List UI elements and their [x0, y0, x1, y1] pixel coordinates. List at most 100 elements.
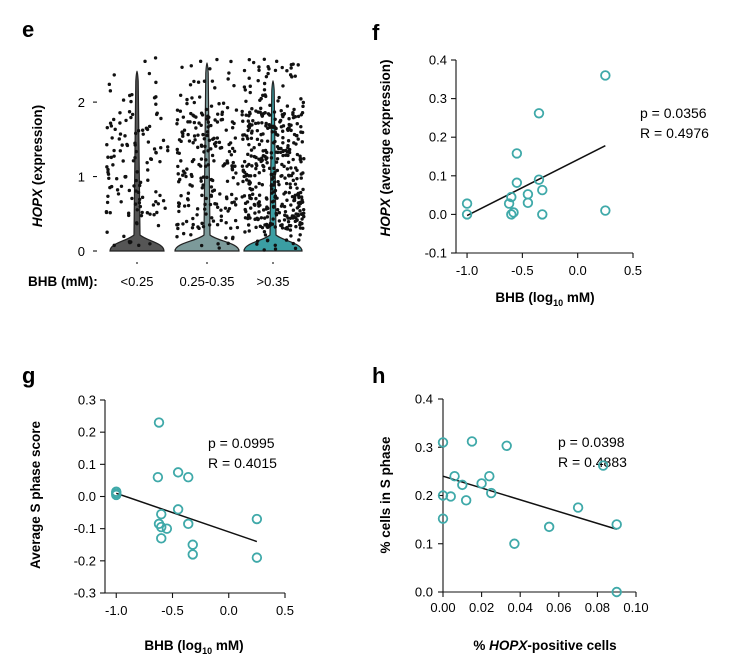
e-cell-point: [236, 182, 240, 186]
e-cell-point: [272, 180, 277, 184]
e-cell-point: [259, 216, 264, 220]
e-cell-point: [146, 140, 151, 144]
g-x-tick-label: 0.0: [220, 603, 238, 618]
h-data-point: [460, 495, 472, 506]
e-cell-point: [254, 185, 258, 189]
e-cell-point: [298, 209, 302, 213]
e-cell-point: [290, 75, 294, 79]
e-xprefix: BHB (mM):: [28, 274, 98, 289]
e-cell-point: [282, 112, 287, 116]
e-cell-point: [230, 126, 235, 130]
e-cell-point: [199, 157, 204, 161]
e-cell-point: [259, 112, 264, 117]
e-cell-point: [133, 131, 138, 136]
e-cell-point: [276, 179, 280, 184]
g-x-tick-label: -1.0: [105, 603, 127, 618]
e-cell-point: [128, 240, 132, 245]
e-cell-point: [293, 219, 298, 224]
e-cell-point: [221, 101, 226, 105]
e-y-tick-label: 2: [78, 95, 85, 110]
e-cell-point: [252, 146, 256, 150]
e-cell-point: [206, 125, 210, 129]
e-cell-point: [109, 184, 114, 189]
e-cell-point: [276, 99, 280, 103]
e-cell-point: [209, 123, 213, 128]
e-cell-point: [270, 191, 274, 195]
e-cell-point: [283, 176, 287, 180]
e-cell-point: [260, 139, 264, 143]
e-cell-point: [254, 109, 258, 113]
e-cell-point: [302, 157, 306, 161]
e-cell-point: [219, 118, 223, 122]
e-cell-point: [269, 151, 274, 155]
e-cell-point: [159, 116, 163, 121]
e-cell-point: [282, 164, 286, 169]
e-cell-point: [275, 145, 280, 149]
e-cell-point: [208, 202, 213, 207]
e-cell-point: [262, 168, 266, 173]
h-data-point: [597, 460, 609, 471]
e-cell-point: [144, 126, 149, 130]
e-cell-point: [201, 183, 205, 187]
e-cell-point: [218, 192, 222, 196]
f-data-point: [511, 148, 523, 159]
e-cell-point: [117, 137, 121, 141]
e-cell-point: [300, 217, 304, 221]
e-cell-point: [176, 226, 180, 231]
e-cell-point: [178, 109, 183, 113]
e-cell-point: [284, 181, 289, 186]
e-cell-point: [249, 148, 254, 152]
h-y-tick-label: 0.2: [415, 488, 433, 503]
e-x-tick-label: <0.25: [121, 274, 154, 289]
h-data-point: [457, 479, 468, 491]
e-cell-point: [196, 145, 200, 150]
f-data-point: [461, 209, 473, 220]
e-cell-point: [272, 172, 277, 176]
e-cell-point: [265, 215, 270, 219]
f-data-point: [511, 177, 523, 188]
e-cell-point: [240, 113, 244, 117]
g-y-tick-label: -0.1: [74, 521, 96, 536]
e-cell-point: [299, 172, 303, 176]
e-cell-point: [222, 162, 227, 167]
h-data-point: [486, 487, 497, 499]
f-data-point: [461, 198, 473, 209]
e-cell-point: [274, 150, 279, 154]
e-cell-point: [253, 173, 257, 178]
f-x-tick-label: -1.0: [456, 263, 478, 278]
e-cell-point: [266, 71, 270, 76]
e-cell-point: [275, 59, 279, 64]
e-cell-point: [247, 142, 251, 147]
e-cell-point: [119, 200, 123, 204]
e-cell-point: [296, 212, 300, 217]
e-cell-point: [202, 207, 207, 211]
e-cell-point: [289, 234, 293, 238]
e-cell-point: [166, 145, 170, 149]
e-cell-point: [148, 212, 152, 216]
h-regression-line: [442, 475, 617, 530]
f-data-point: [533, 174, 545, 185]
h-y-tick-label: 0.0: [415, 585, 433, 600]
e-cell-point: [176, 164, 180, 169]
e-cell-point: [251, 60, 256, 65]
e-cell-point: [260, 225, 265, 230]
e-cell-point: [254, 162, 258, 166]
e-cell-point: [302, 214, 306, 219]
e-cell-point: [288, 185, 293, 190]
e-cell-point: [288, 182, 292, 186]
g-data-point: [187, 549, 198, 560]
g-x-tick-label: 0.5: [276, 603, 294, 618]
g-data-point: [156, 533, 167, 544]
e-cell-point: [156, 202, 161, 206]
e-cell-point: [219, 208, 223, 212]
e-cell-point: [299, 130, 303, 134]
e-cell-point: [284, 226, 288, 231]
e-cell-point: [274, 213, 279, 217]
e-cell-point: [119, 184, 124, 188]
e-cell-point: [147, 124, 152, 129]
e-cell-point: [265, 197, 269, 201]
e-cell-point: [274, 132, 278, 136]
g-data-point: [183, 472, 194, 483]
e-cell-point: [233, 164, 237, 168]
e-cell-point: [247, 57, 252, 62]
